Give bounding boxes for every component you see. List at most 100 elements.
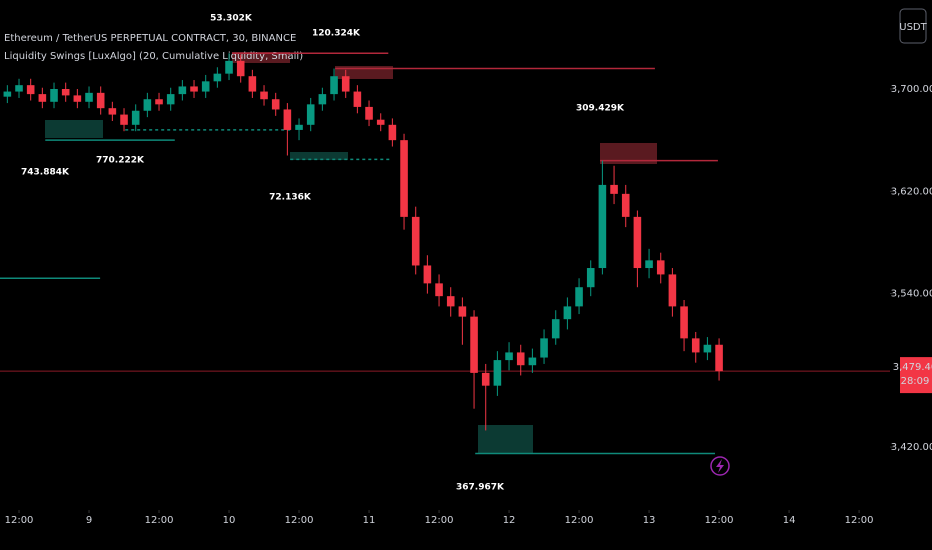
x-tick-label: 12:00 <box>285 515 314 526</box>
liquidity-label: 72.136K <box>269 193 312 203</box>
candle-body <box>271 99 280 110</box>
candle-body <box>703 344 712 353</box>
candle-body <box>411 216 420 266</box>
demand-zone <box>478 425 533 453</box>
x-tick-label: 12 <box>503 515 516 526</box>
candle-body <box>621 193 630 217</box>
candle-body <box>166 94 175 105</box>
candle-body <box>155 99 163 105</box>
candle-body <box>318 94 327 105</box>
candle-body <box>481 372 490 386</box>
quote-button[interactable] <box>899 8 927 44</box>
candle-body <box>575 287 583 307</box>
candle-body <box>435 283 443 297</box>
candle-body <box>108 108 117 115</box>
x-tick-label: 12:00 <box>705 515 734 526</box>
candle-body <box>353 91 362 107</box>
candle-body <box>38 94 47 102</box>
candle-body <box>61 89 70 96</box>
price-tag-label: 3,479.40 <box>893 362 932 373</box>
candle-body <box>131 110 140 125</box>
candle-body <box>470 316 478 373</box>
price-tag <box>900 357 932 394</box>
liquidity-label: 770.222K <box>96 156 145 166</box>
candle-body <box>668 274 677 307</box>
chart-title: Ethereum / TetherUS PERPETUAL CONTRACT, … <box>4 33 296 44</box>
candle-body <box>306 104 315 125</box>
candle-body <box>295 124 303 130</box>
x-tick-label: 10 <box>223 515 236 526</box>
liquidity-label: 120.324K <box>312 29 361 39</box>
candle-body <box>458 306 467 317</box>
candle-body <box>143 99 152 111</box>
candle-body <box>201 81 210 92</box>
candle-body <box>715 344 723 372</box>
liquidity-label: 367.967K <box>456 483 505 493</box>
candle-body <box>15 85 23 92</box>
x-tick-label: 14 <box>783 515 796 526</box>
alert-icon <box>710 456 730 476</box>
countdown: 28:09 <box>901 376 930 387</box>
candle-body <box>120 114 128 125</box>
candle-body <box>645 260 653 269</box>
candle-body <box>446 296 455 307</box>
x-tick-label: 12:00 <box>565 515 594 526</box>
x-tick-label: 11 <box>363 515 376 526</box>
x-tick-label: 12:00 <box>845 515 874 526</box>
candle-body <box>516 352 525 366</box>
candle-body <box>330 76 338 95</box>
candle-body <box>610 184 618 194</box>
supply-zone <box>600 143 657 164</box>
liquidity-label: 309.429K <box>576 104 625 114</box>
y-tick-label: 3,420.00 <box>891 442 932 453</box>
candle-body <box>400 140 408 217</box>
x-tick-label: 13 <box>643 515 656 526</box>
candle-body <box>236 60 245 77</box>
candle-body <box>260 91 268 100</box>
x-tick-label: 12:00 <box>145 515 174 526</box>
candle-body <box>551 319 560 339</box>
candle-body <box>341 76 350 92</box>
candle-body <box>540 338 548 358</box>
candle-body <box>283 109 292 130</box>
candle-body <box>3 91 12 97</box>
indicator-label: Liquidity Swings [LuxAlgo] (20, Cumulati… <box>4 51 303 62</box>
demand-zone <box>290 152 348 160</box>
candle-body <box>26 85 35 95</box>
y-tick-label: 3,700.00 <box>891 84 932 95</box>
x-tick-label: 9 <box>86 515 92 526</box>
candle-body <box>178 86 187 95</box>
candle-body <box>248 76 257 92</box>
candle-body <box>190 86 198 92</box>
candle-body <box>85 92 93 102</box>
x-tick-label: 12:00 <box>5 515 34 526</box>
y-tick-label: 3,620.00 <box>891 186 932 197</box>
candle-body <box>225 60 233 74</box>
candle-body <box>505 352 513 361</box>
liquidity-label: 53.302K <box>210 14 253 24</box>
candle-body <box>365 106 373 120</box>
candle-body <box>493 360 502 386</box>
candle-body <box>73 95 82 102</box>
quote-button-label[interactable]: USDT <box>899 22 927 33</box>
liquidity-label: 743.884K <box>21 168 70 178</box>
candle-body <box>96 92 105 109</box>
candle-body <box>376 119 385 125</box>
candle-body <box>691 338 700 353</box>
candle-body <box>423 265 432 284</box>
candle-body <box>633 216 642 269</box>
candle-body <box>563 306 572 320</box>
candle-body <box>388 124 397 141</box>
demand-zone <box>45 120 103 138</box>
candle-body <box>598 184 607 269</box>
supply-zone <box>232 52 290 63</box>
candle-body <box>213 73 222 82</box>
candle-body <box>680 306 688 339</box>
candle-body <box>528 357 537 366</box>
x-tick-label: 12:00 <box>425 515 454 526</box>
candle-body <box>50 89 58 102</box>
candle-body <box>586 268 595 288</box>
y-tick-label: 3,540.00 <box>891 289 932 300</box>
